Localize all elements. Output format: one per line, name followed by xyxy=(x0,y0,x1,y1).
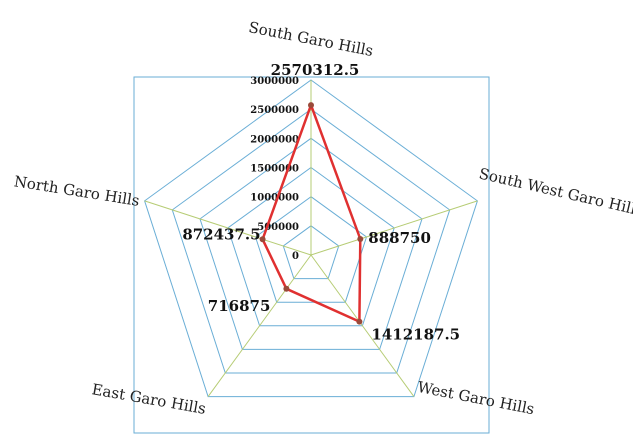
spoke-line xyxy=(144,200,312,256)
spoke-line xyxy=(207,254,312,397)
tick-label: 2500000 xyxy=(250,105,299,116)
data-point xyxy=(283,285,290,292)
radar-series xyxy=(259,102,364,325)
radar-spokes xyxy=(144,80,478,397)
data-point xyxy=(357,236,364,242)
data-label: 872437.5 xyxy=(182,225,260,243)
data-label: 1412187.5 xyxy=(371,326,460,344)
radar-data-labels: 2570312.5 888750 1412187.5 716875 872437.5 xyxy=(182,61,460,344)
data-label: 716875 xyxy=(208,297,271,315)
series-line xyxy=(261,103,362,323)
data-label: 2570312.5 xyxy=(271,61,360,79)
axis-label: North Garo Hills xyxy=(13,172,141,210)
tick-label: 500000 xyxy=(257,222,299,233)
axis-label: South West Garo Hills xyxy=(477,164,633,219)
axis-label: West Garo Hills xyxy=(416,378,536,418)
radar-ticks: 0 500000 1000000 1500000 2000000 2500000 30000… xyxy=(250,76,299,262)
axis-label: South Garo Hills xyxy=(247,18,375,60)
grid-ring xyxy=(171,108,451,374)
data-label: 888750 xyxy=(368,229,431,247)
plot-frame xyxy=(133,76,490,434)
grid-ring xyxy=(199,137,423,350)
spoke-line xyxy=(310,254,415,397)
spoke-line xyxy=(310,200,478,256)
data-point xyxy=(259,236,266,243)
tick-label: 2000000 xyxy=(250,134,299,145)
grid-ring xyxy=(227,166,395,327)
tick-label: 3000000 xyxy=(250,76,299,87)
grid-ring xyxy=(144,79,478,398)
data-point xyxy=(308,102,314,109)
tick-label: 1500000 xyxy=(250,164,299,175)
tick-label: 0 xyxy=(292,251,299,262)
tick-label: 1000000 xyxy=(250,193,299,204)
axis-label: East Garo Hills xyxy=(90,380,207,418)
data-point xyxy=(356,318,363,325)
grid-ring xyxy=(282,225,340,280)
